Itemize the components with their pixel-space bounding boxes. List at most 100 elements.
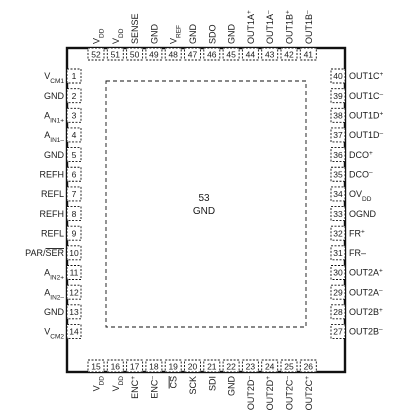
pin-box-34: [330, 186, 346, 202]
pin-label-45: GND: [227, 24, 237, 45]
pin-box-10: [66, 245, 82, 261]
pin-box-9: [66, 225, 82, 241]
pin-label-8: REFH: [40, 209, 65, 219]
pin-number-31: 31: [333, 248, 343, 258]
pin-box-43: [261, 47, 279, 61]
pin-box-29: [330, 284, 346, 300]
pin-box-4: [66, 127, 82, 143]
pin-box-7: [66, 186, 82, 202]
pin-box-15: [87, 359, 105, 373]
pin-number-24: 24: [265, 362, 275, 372]
pin-box-11: [66, 265, 82, 280]
pin-number-20: 20: [188, 362, 198, 372]
pin-number-2: 2: [72, 91, 77, 101]
pin-box-27: [330, 324, 346, 339]
pin-number-25: 25: [284, 362, 294, 372]
pin-label-44: OUT1A+: [245, 10, 256, 44]
pin-number-52: 52: [91, 50, 101, 60]
pin-label-48: VREF: [169, 25, 183, 44]
pin-number-15: 15: [91, 362, 101, 372]
pin-label-39: OUT1C–: [349, 90, 384, 101]
pin-number-8: 8: [72, 209, 77, 219]
pin-number-43: 43: [265, 50, 275, 60]
center-pin-number: 53: [198, 193, 210, 204]
pin-number-10: 10: [69, 248, 79, 258]
pin-label-23: OUT2D–: [245, 376, 256, 411]
pin-label-42: OUT1B+: [284, 10, 295, 44]
center-pin-name: GND: [193, 206, 215, 217]
pin-number-42: 42: [284, 50, 294, 60]
pin-number-34: 34: [333, 189, 343, 199]
pin-number-50: 50: [130, 50, 140, 60]
pin-label-32: FR+: [349, 228, 365, 239]
pin-label-18: ENC–: [149, 376, 160, 399]
pin-label-22: GND: [227, 376, 237, 397]
pin-number-33: 33: [333, 209, 343, 219]
pin-number-27: 27: [333, 327, 343, 337]
pin-label-10: PAR/SER: [25, 248, 64, 258]
pin-label-15: VDD: [92, 376, 106, 392]
pin-box-44: [241, 47, 259, 61]
pin-box-50: [126, 47, 144, 61]
pin-box-23: [241, 359, 259, 373]
pin-number-44: 44: [246, 50, 256, 60]
pin-label-1: VCM1: [44, 71, 64, 85]
pin-number-17: 17: [130, 362, 140, 372]
pin-label-20: SCK: [188, 376, 198, 395]
pin-number-37: 37: [333, 130, 343, 140]
pin-label-17: ENC+: [130, 376, 141, 399]
pin-label-47: GND: [188, 24, 198, 45]
pin-box-19: [164, 359, 182, 373]
pin-box-26: [299, 359, 317, 373]
pin-number-46: 46: [207, 50, 217, 60]
pin-label-33: OGND: [349, 209, 377, 219]
pin-box-31: [330, 245, 346, 261]
pin-box-21: [203, 359, 221, 373]
pin-label-12: AIN2–: [44, 287, 64, 301]
pin-label-35: DCO–: [349, 169, 373, 180]
pin-box-35: [330, 166, 346, 182]
pin-box-48: [164, 47, 182, 61]
pin-label-28: OUT2B+: [349, 307, 383, 318]
pin-label-4: AIN1–: [44, 130, 64, 144]
pin-label-16: VDD: [111, 376, 125, 392]
pin-number-35: 35: [333, 169, 343, 179]
pin-label-38: OUT1D+: [349, 110, 384, 121]
pin-label-51: VDD: [111, 28, 125, 44]
pin-number-5: 5: [72, 150, 77, 160]
pin-number-36: 36: [333, 150, 343, 160]
pin-label-31: FR–: [349, 248, 366, 258]
pin-label-11: AIN2+: [44, 268, 64, 282]
pin-label-25: OUT2C–: [284, 376, 295, 411]
pin-box-49: [145, 47, 163, 61]
pin-box-18: [145, 359, 163, 373]
pin-number-14: 14: [69, 327, 79, 337]
pin-box-1: [66, 68, 82, 84]
pin-label-34: OVDD: [349, 189, 372, 203]
pin-box-12: [66, 284, 82, 300]
pin-box-17: [126, 359, 144, 373]
pin-box-13: [66, 304, 82, 320]
pin-box-33: [330, 206, 346, 222]
pin-box-32: [330, 225, 346, 241]
pin-box-8: [66, 206, 82, 222]
pin-label-29: OUT2A–: [349, 287, 383, 298]
pin-label-36: DCO+: [349, 149, 373, 160]
pin-number-23: 23: [246, 362, 256, 372]
pin-box-47: [184, 47, 201, 61]
pin-label-26: OUT2C+: [303, 376, 314, 411]
pin-box-6: [66, 166, 82, 182]
pin-number-9: 9: [72, 228, 77, 238]
pin-number-3: 3: [72, 111, 77, 121]
pin-box-20: [184, 359, 201, 373]
pin-box-51: [106, 47, 124, 61]
pin-box-16: [106, 359, 124, 373]
pin-label-24: OUT2D+: [265, 376, 276, 411]
pin-label-14: VCM2: [44, 327, 64, 341]
pin-number-19: 19: [168, 362, 178, 372]
pin-box-45: [222, 47, 240, 61]
pin-box-22: [222, 359, 240, 373]
pin-box-14: [66, 324, 82, 339]
pin-box-37: [330, 127, 346, 143]
